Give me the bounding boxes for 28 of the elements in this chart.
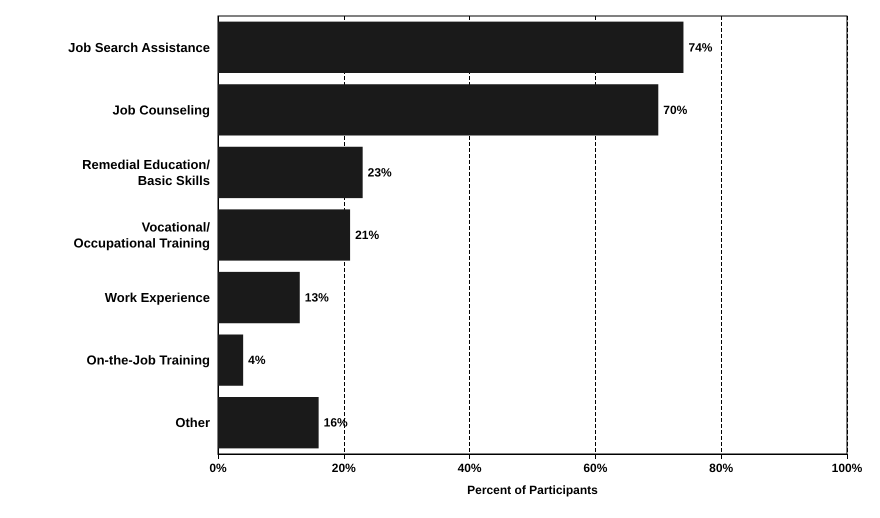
x-axis-title: Percent of Participants bbox=[467, 483, 598, 497]
bar bbox=[218, 397, 319, 448]
bar bbox=[218, 146, 363, 198]
data-label: 4% bbox=[248, 353, 266, 368]
x-tick-label: 20% bbox=[332, 461, 356, 475]
data-label: 16% bbox=[324, 416, 348, 430]
y-tick-label: Work Experience bbox=[104, 290, 210, 306]
x-tick-label: 80% bbox=[709, 461, 734, 475]
y-tick-label: Remedial Education/ Basic Skills bbox=[82, 156, 210, 188]
y-tick-label: Job Search Assistance bbox=[68, 40, 210, 55]
y-tick-label: On-the-Job Training bbox=[86, 352, 210, 368]
data-label: 23% bbox=[368, 165, 392, 180]
y-tick-label: Job Counseling bbox=[112, 102, 210, 118]
bar bbox=[218, 334, 244, 386]
y-tick-label: Other bbox=[175, 415, 210, 430]
bar bbox=[218, 209, 350, 261]
bar bbox=[218, 84, 658, 136]
y-tick-label: Vocational/ Occupational Training bbox=[73, 220, 210, 250]
x-tick-label: 100% bbox=[832, 461, 863, 475]
x-tick-label: 40% bbox=[458, 461, 482, 475]
bar bbox=[218, 22, 684, 73]
data-label: 74% bbox=[688, 40, 713, 54]
data-label: 70% bbox=[663, 102, 688, 117]
x-tick-label: 0% bbox=[209, 461, 227, 475]
bar bbox=[218, 272, 300, 324]
x-tick-label: 60% bbox=[583, 461, 608, 475]
data-label: 13% bbox=[304, 290, 330, 305]
data-label: 21% bbox=[355, 228, 380, 242]
